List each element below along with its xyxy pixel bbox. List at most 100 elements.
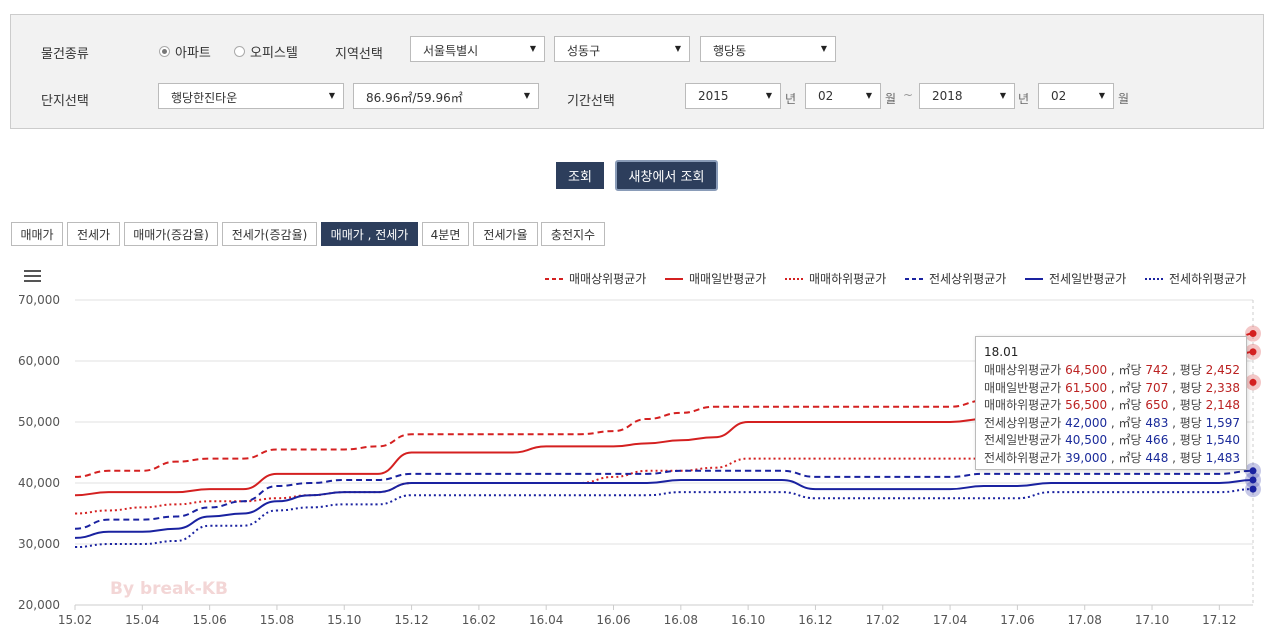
tab-jeonse-change-rate[interactable]: 전세가(증감율) [222,222,317,246]
search-button[interactable]: 조회 [556,162,604,189]
legend-label: 매매상위평균가 [569,272,646,286]
select-value: 02 [818,89,834,103]
tooltip-text: , 평당 [1168,363,1206,377]
tooltip-text: , ㎡당 [1107,398,1146,412]
tooltip-title: 18.01 [984,345,1019,359]
tab-jeonse-ratio[interactable]: 전세가율 [473,222,538,246]
tooltip-text: , 평당 [1168,398,1206,412]
series-line [74,488,1254,549]
radio-label: 오피스텔 [250,46,298,61]
dropdown-arrow-icon: ▼ [765,91,772,100]
x-tick-label: 17.06 [1000,613,1034,627]
select-value: 행당동 [713,44,747,58]
region-district-select[interactable]: 성동구 ▼ [554,36,690,62]
end-year-select[interactable]: 2018 ▼ [919,83,1015,109]
legend-label: 전세하위평균가 [1169,272,1246,286]
tooltip-value: 64,500 [1065,363,1108,377]
tooltip-value: 707 [1145,380,1169,395]
x-tick-label: 16.04 [529,613,563,627]
tooltip-text: 전세하위평균가 [984,450,1066,465]
month-unit: 월 [1118,92,1130,106]
x-tick-label: 17.02 [866,613,900,627]
complex-select[interactable]: 행당한진타운 ▼ [158,83,344,109]
range-separator: ~ [903,88,914,102]
tooltip-row: 매매하위평균가 56,500 , ㎡당 650 , 평당 2,148 [984,397,1240,415]
radio-dot[interactable] [159,46,170,57]
tab-sale-price[interactable]: 매매가 [11,222,63,246]
select-value: 2018 [932,89,963,103]
search-new-window-button[interactable]: 새창에서 조회 [615,160,718,191]
region-label: 지역선택 [335,47,383,62]
select-value: 성동구 [567,44,601,58]
x-tick-label: 16.10 [731,613,765,627]
chart-menu-icon[interactable] [24,270,41,284]
tooltip-text: 매매하위평균가 [984,398,1066,412]
tooltip-text: 매매상위평균가 [984,363,1066,377]
y-tick-label: 40,000 [18,476,60,490]
tooltip-text: , ㎡당 [1107,380,1146,395]
start-month-select[interactable]: 02 ▼ [805,83,881,109]
region-dong-select[interactable]: 행당동 ▼ [700,36,836,62]
dropdown-arrow-icon: ▼ [865,91,872,100]
select-value: 서울특별시 [423,44,479,58]
tooltip-value: 1,597 [1205,415,1241,430]
tooltip-text: , ㎡당 [1107,363,1146,377]
tooltip-text: , ㎡당 [1107,450,1146,465]
tooltip-text: , ㎡당 [1107,433,1146,447]
x-tick-label: 15.08 [260,613,294,627]
select-value: 02 [1051,89,1067,103]
dropdown-arrow-icon: ▼ [529,44,536,53]
x-tick-label: 17.08 [1068,613,1102,627]
tooltip-value: 2,452 [1205,363,1241,377]
tooltip-value: 61,500 [1065,380,1108,395]
tab-quadrant[interactable]: 4분면 [422,222,469,246]
radio-officetel[interactable]: 오피스텔 [234,42,298,61]
x-tick-label: 15.06 [192,613,226,627]
dropdown-arrow-icon: ▼ [328,91,335,100]
tooltip-value: 742 [1145,363,1169,377]
radio-apartment[interactable]: 아파트 [159,42,211,61]
tooltip-value: 40,500 [1065,433,1108,447]
tooltip-value: 448 [1145,450,1169,465]
x-tick-label: 17.04 [933,613,967,627]
tooltip-text: , ㎡당 [1107,415,1146,430]
tooltip-text: 매매일반평균가 [984,380,1066,395]
x-tick-label: 16.06 [596,613,630,627]
tab-sale-change-rate[interactable]: 매매가(증감율) [124,222,218,246]
y-tick-label: 20,000 [18,598,60,612]
area-select[interactable]: 86.96㎡/59.96㎡ ▼ [353,83,539,109]
dropdown-arrow-icon: ▼ [999,91,1006,100]
end-month-select[interactable]: 02 ▼ [1038,83,1114,109]
tooltip-text: 전세일반평균가 [984,433,1066,447]
series-point [1249,467,1257,475]
dropdown-arrow-icon: ▼ [523,91,530,100]
tooltip-text: , 평당 [1168,450,1206,465]
select-value: 2015 [698,89,729,103]
x-tick-label: 17.10 [1135,613,1169,627]
x-tick-label: 15.02 [58,613,92,627]
tooltip-value: 466 [1145,433,1169,447]
legend-label: 매매일반평균가 [689,272,766,286]
dropdown-arrow-icon: ▼ [674,44,681,53]
tab-charge-index[interactable]: 충전지수 [541,222,605,246]
tooltip-text: 전세상위평균가 [984,415,1066,430]
radio-dot[interactable] [234,46,245,57]
tooltip-rows: 매매상위평균가 64,500 , ㎡당 742 , 평당 2,452 매매일반평균… [984,362,1241,467]
tab-jeonse-price[interactable]: 전세가 [67,222,120,246]
radio-label: 아파트 [175,46,211,61]
x-tick-label: 15.04 [125,613,159,627]
tab-sale-and-jeonse[interactable]: 매매가 , 전세가 [321,222,418,246]
legend-label: 전세일반평균가 [1049,272,1126,286]
y-tick-label: 30,000 [18,537,60,551]
region-city-select[interactable]: 서울특별시 ▼ [410,36,545,62]
dropdown-arrow-icon: ▼ [1098,91,1105,100]
series-point [1249,348,1257,356]
tooltip-text: , 평당 [1168,415,1206,430]
tooltip-text: , 평당 [1168,433,1206,447]
start-year-select[interactable]: 2015 ▼ [685,83,781,109]
year-unit: 년 [1018,92,1030,106]
y-tick-label: 70,000 [18,293,60,307]
tooltip-value: 1,540 [1205,433,1241,447]
series-line [74,478,1254,539]
series-line [74,469,1254,530]
